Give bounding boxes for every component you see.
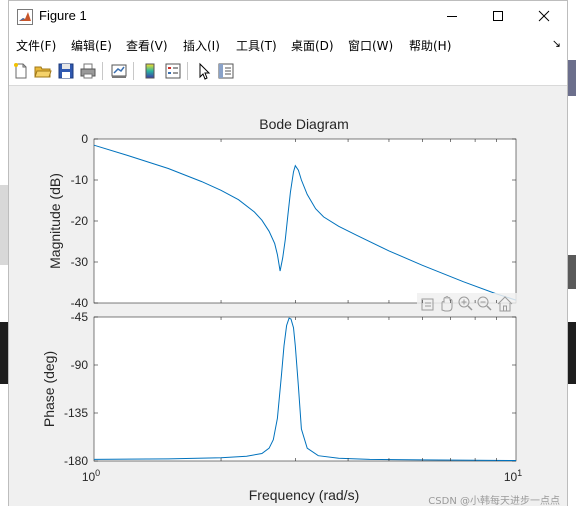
magnitude-axes[interactable] bbox=[93, 138, 517, 304]
desktop-background-right-panel-2 bbox=[568, 255, 576, 289]
figure-canvas: Bode Diagram 0 -10 -20 -30 -40 Magnitude (dB… bbox=[9, 87, 567, 506]
toolbar-separator bbox=[187, 62, 188, 80]
open-file-icon[interactable] bbox=[34, 62, 52, 80]
phase-line bbox=[93, 317, 517, 461]
menu-edit[interactable]: 编辑(E) bbox=[71, 39, 112, 53]
zoom-out-icon[interactable] bbox=[477, 296, 492, 311]
y-tick-label: -30 bbox=[71, 255, 89, 269]
y-tick-label: -10 bbox=[71, 173, 89, 187]
property-inspector-icon[interactable] bbox=[217, 62, 235, 80]
bode-plot: Bode Diagram 0 -10 -20 -30 -40 Magnitude (dB… bbox=[41, 116, 522, 503]
menu-desktop[interactable]: 桌面(D) bbox=[291, 39, 334, 53]
y-tick-label: -90 bbox=[71, 358, 89, 372]
menu-window[interactable]: 窗口(W) bbox=[348, 39, 394, 53]
minimize-button[interactable] bbox=[429, 1, 475, 32]
menu-help[interactable]: 帮助(H) bbox=[409, 39, 452, 53]
desktop-background-strip-right bbox=[568, 322, 576, 384]
menu-tools[interactable]: 工具(T) bbox=[236, 39, 277, 53]
print-icon[interactable] bbox=[79, 62, 97, 80]
save-icon[interactable] bbox=[57, 62, 75, 80]
axes-toolbar bbox=[417, 293, 517, 315]
magnitude-ylabel: Magnitude (dB) bbox=[47, 173, 63, 269]
colorbar-icon[interactable] bbox=[141, 62, 159, 80]
edit-plot-icon[interactable] bbox=[195, 62, 213, 80]
pan-icon[interactable] bbox=[441, 296, 453, 312]
menu-overflow-arrow-icon[interactable]: ↘ bbox=[551, 37, 561, 50]
x-tick-label: 100 bbox=[82, 468, 100, 484]
minimize-icon bbox=[447, 16, 457, 17]
close-button[interactable] bbox=[521, 1, 567, 32]
link-plot-icon[interactable] bbox=[110, 62, 128, 80]
home-icon[interactable] bbox=[497, 296, 513, 312]
magnitude-line bbox=[93, 144, 517, 301]
menu-view[interactable]: 查看(V) bbox=[126, 39, 168, 53]
window-title: Figure 1 bbox=[39, 8, 87, 23]
menu-file[interactable]: 文件(F) bbox=[16, 39, 57, 53]
new-figure-icon[interactable] bbox=[12, 62, 30, 80]
close-icon bbox=[538, 10, 550, 22]
chart-title: Bode Diagram bbox=[259, 116, 349, 132]
phase-axes[interactable] bbox=[93, 316, 517, 462]
watermark-text: CSDN @小韩每天进步一点点 bbox=[428, 496, 560, 507]
menu-insert[interactable]: 插入(I) bbox=[183, 39, 220, 53]
maximize-icon bbox=[493, 11, 503, 21]
x-tick-label: 101 bbox=[504, 468, 522, 484]
toolbar-separator bbox=[102, 62, 103, 80]
phase-ylabel: Phase (deg) bbox=[41, 351, 57, 427]
figure-toolbar bbox=[9, 56, 567, 86]
matlab-logo-icon bbox=[17, 9, 33, 25]
title-bar[interactable]: Figure 1 bbox=[9, 1, 567, 32]
frequency-xlabel: Frequency (rad/s) bbox=[249, 487, 359, 503]
figure-window: Figure 1 文件(F) 编辑(E) 查看(V) 插入(I) 工具(T) 桌… bbox=[8, 0, 568, 506]
toolbar-separator bbox=[133, 62, 134, 80]
y-tick-label: -40 bbox=[71, 296, 89, 310]
legend-icon[interactable] bbox=[164, 62, 182, 80]
desktop-background-right-panel bbox=[568, 60, 576, 96]
export-icon[interactable] bbox=[421, 298, 434, 311]
y-tick-label: -45 bbox=[71, 310, 89, 324]
y-tick-label: -135 bbox=[64, 406, 88, 420]
menu-bar: 文件(F) 编辑(E) 查看(V) 插入(I) 工具(T) 桌面(D) 窗口(W… bbox=[9, 32, 567, 56]
maximize-button[interactable] bbox=[475, 1, 521, 32]
y-tick-label: -20 bbox=[71, 214, 89, 228]
desktop-background-left-panel bbox=[0, 185, 8, 265]
y-tick-label: -180 bbox=[64, 454, 88, 468]
desktop-background-strip bbox=[0, 322, 8, 384]
zoom-in-icon[interactable] bbox=[458, 296, 473, 311]
y-tick-label: 0 bbox=[81, 132, 88, 146]
